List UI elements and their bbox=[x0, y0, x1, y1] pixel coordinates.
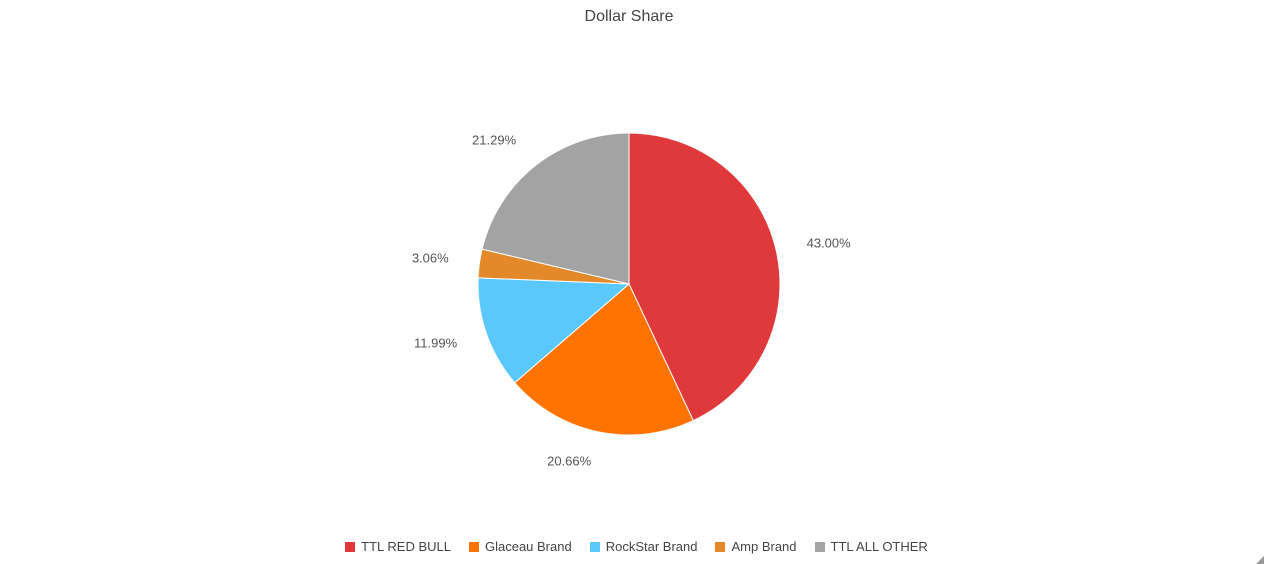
data-label: 20.66% bbox=[547, 453, 592, 468]
legend-item[interactable]: RockStar Brand bbox=[589, 539, 698, 554]
legend-swatch bbox=[589, 541, 600, 552]
data-label: 11.99% bbox=[414, 335, 458, 350]
chart-title: Dollar Share bbox=[585, 8, 674, 25]
data-label: 43.00% bbox=[807, 236, 852, 251]
pie-slice bbox=[514, 283, 694, 436]
pie-slice bbox=[477, 277, 631, 384]
legend-swatch bbox=[345, 541, 356, 552]
legend-swatch bbox=[814, 541, 825, 552]
legend-item[interactable]: TTL ALL OTHER bbox=[814, 539, 928, 554]
legend-label: Amp Brand bbox=[731, 539, 797, 554]
pie-slice bbox=[481, 132, 630, 285]
data-label: 21.29% bbox=[472, 133, 517, 148]
legend-swatch bbox=[715, 541, 726, 552]
legend-swatch bbox=[468, 541, 479, 552]
resize-handle bbox=[1256, 556, 1264, 564]
legend-label: Glaceau Brand bbox=[484, 539, 572, 554]
pie-slice bbox=[628, 132, 781, 422]
legend-label: RockStar Brand bbox=[605, 539, 698, 554]
legend: TTL RED BULL Glaceau Brand RockStar Brand A… bbox=[0, 539, 1273, 554]
legend-item[interactable]: Glaceau Brand bbox=[468, 539, 572, 554]
legend-item[interactable]: Amp Brand bbox=[715, 539, 797, 554]
legend-label: TTL RED BULL bbox=[361, 539, 451, 554]
legend-item[interactable]: TTL RED BULL bbox=[345, 539, 451, 554]
legend-label: TTL ALL OTHER bbox=[830, 539, 928, 554]
data-label: 3.06% bbox=[412, 251, 449, 266]
